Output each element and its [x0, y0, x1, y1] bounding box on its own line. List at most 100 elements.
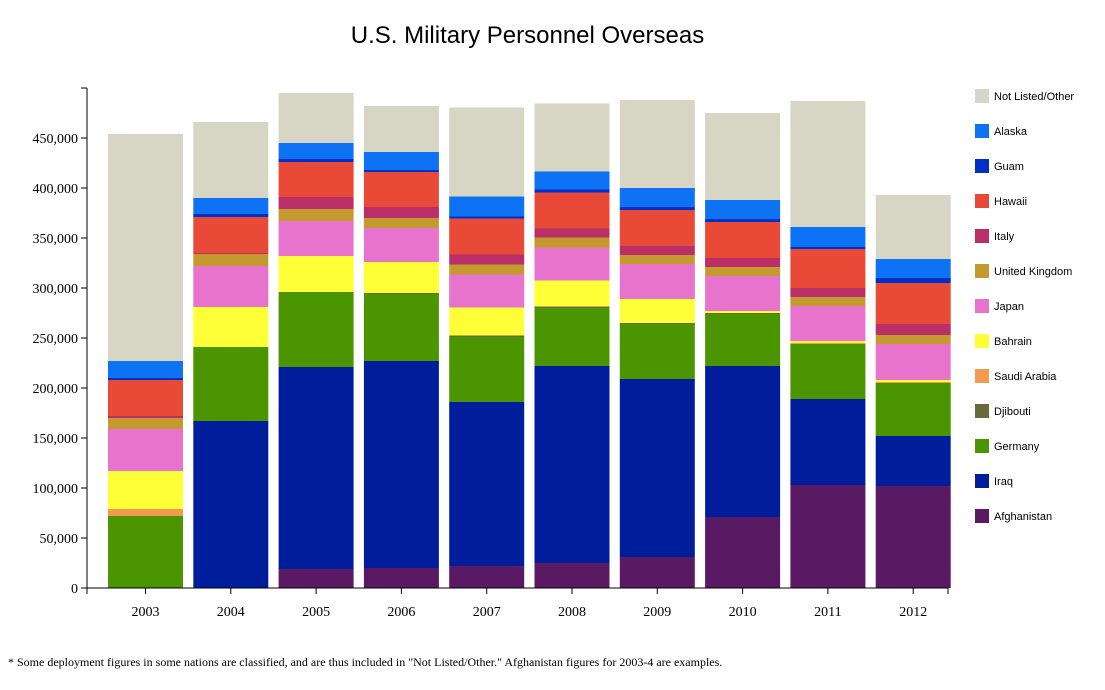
bar-segment-italy-2010 — [705, 258, 781, 267]
bars-group — [108, 93, 951, 588]
bar-segment-united-kingdom-2008 — [534, 237, 610, 248]
legend-label-iraq: Iraq — [994, 476, 1013, 488]
x-tick-label: 2005 — [302, 605, 330, 620]
bar-segment-alaska-2004 — [193, 198, 269, 214]
legend-label-hawaii: Hawaii — [994, 196, 1027, 208]
bar-segment-japan-2010 — [705, 276, 781, 311]
bar-segment-japan-2009 — [619, 264, 695, 299]
bar-segment-bahrain-2008 — [534, 280, 610, 307]
y-tick-label: 200,000 — [33, 382, 79, 397]
bar-segment-hawaii-2006 — [363, 172, 439, 207]
legend-swatch-italy — [975, 229, 989, 243]
bar-segment-italy-2005 — [278, 197, 354, 209]
bar-segment-japan-2012 — [875, 344, 951, 380]
bar-segment-bahrain-2003 — [108, 471, 183, 509]
bar-segment-alaska-2003 — [108, 361, 183, 378]
bar-segment-hawaii-2005 — [278, 162, 354, 197]
bar-segment-afghanistan-2012 — [875, 486, 951, 588]
bar-segment-bahrain-2011 — [790, 341, 866, 343]
bar-segment-alaska-2005 — [278, 143, 354, 159]
bar-segment-guam-2008 — [534, 189, 610, 193]
bar-segment-djibouti-2008 — [534, 306, 610, 308]
legend-swatch-bahrain — [975, 334, 989, 348]
bar-segment-iraq-2011 — [790, 399, 866, 485]
bar-segment-guam-2007 — [449, 216, 525, 219]
x-tick-label: 2012 — [899, 605, 927, 620]
legend-swatch-hawaii — [975, 194, 989, 208]
legend-swatch-germany — [975, 439, 989, 453]
bar-segment-guam-2011 — [790, 247, 866, 249]
bar-segment-bahrain-2010 — [705, 311, 781, 313]
bar-segment-guam-2009 — [619, 207, 695, 210]
bar-segment-iraq-2006 — [363, 361, 439, 568]
x-tick-label: 2003 — [132, 605, 160, 620]
x-axis: 2003 2004 2005 2006 2007 2008 2009 2010 2011 2012 — [86, 587, 949, 620]
bar-segment-not-listed-other-2009 — [619, 100, 695, 188]
x-tick-label: 2009 — [643, 605, 671, 620]
bar-segment-afghanistan-2008 — [534, 563, 610, 588]
bar-segment-iraq-2008 — [534, 366, 610, 563]
bar-segment-guam-2005 — [278, 159, 354, 162]
bar-segment-not-listed-other-2012 — [875, 195, 951, 259]
y-tick-label: 250,000 — [33, 332, 79, 347]
legend-swatch-not-listed-other — [975, 89, 989, 103]
bar-segment-guam-2010 — [705, 219, 781, 222]
bar-segment-not-listed-other-2005 — [278, 93, 354, 143]
bar-segment-germany-2012 — [875, 383, 951, 436]
footnote: * Some deployment figures in some nation… — [8, 655, 723, 669]
bar-segment-iraq-2012 — [875, 436, 951, 486]
bar-segment-united-kingdom-2011 — [790, 297, 866, 306]
bar-segment-hawaii-2008 — [534, 192, 610, 229]
legend-label-united-kingdom: United Kingdom — [994, 266, 1072, 278]
bar-segment-japan-2003 — [108, 429, 183, 471]
bar-segment-germany-2009 — [619, 324, 695, 379]
bar-segment-guam-2004 — [193, 214, 269, 217]
bar-segment-guam-2006 — [363, 170, 439, 172]
bar-segment-bahrain-2004 — [193, 307, 269, 347]
bar-segment-alaska-2007 — [449, 196, 525, 217]
y-tick-label: 450,000 — [33, 132, 79, 147]
legend-swatch-afghanistan — [975, 509, 989, 523]
bar-segment-italy-2011 — [790, 288, 866, 297]
legend-label-italy: Italy — [994, 231, 1015, 243]
legend-swatch-guam — [975, 159, 989, 173]
bar-segment-germany-2006 — [363, 294, 439, 361]
x-tick-label: 2006 — [387, 605, 415, 620]
bar-segment-italy-2004 — [193, 253, 269, 254]
bar-segment-italy-2009 — [619, 246, 695, 255]
bar-segment-bahrain-2005 — [278, 256, 354, 292]
bar-segment-united-kingdom-2010 — [705, 267, 781, 276]
bar-segment-not-listed-other-2004 — [193, 122, 269, 198]
legend-label-not-listed-other: Not Listed/Other — [994, 91, 1074, 103]
x-tick-label: 2010 — [729, 605, 757, 620]
y-tick-label: 100,000 — [33, 482, 79, 497]
bar-segment-afghanistan-2007 — [449, 566, 525, 588]
bar-segment-italy-2012 — [875, 324, 951, 335]
bar-segment-afghanistan-2006 — [363, 568, 439, 588]
bar-segment-alaska-2011 — [790, 227, 866, 247]
bar-segment-not-listed-other-2008 — [534, 103, 610, 172]
bar-segment-guam-2012 — [875, 278, 951, 283]
legend-label-afghanistan: Afghanistan — [994, 511, 1052, 523]
bar-segment-germany-2007 — [449, 337, 525, 402]
bar-segment-saudi-arabia-2011 — [790, 343, 866, 344]
bar-segment-germany-2008 — [534, 308, 610, 366]
bar-segment-saudi-arabia-2003 — [108, 509, 183, 516]
bar-segment-not-listed-other-2007 — [449, 107, 525, 197]
bar-segment-bahrain-2012 — [875, 380, 951, 382]
bar-segment-united-kingdom-2004 — [193, 254, 269, 266]
bar-segment-saudi-arabia-2012 — [875, 382, 951, 383]
x-tick-label: 2004 — [217, 605, 245, 620]
bar-segment-alaska-2006 — [363, 152, 439, 170]
legend-label-japan: Japan — [994, 301, 1024, 313]
bar-segment-japan-2006 — [363, 228, 439, 262]
x-tick-label: 2011 — [814, 605, 841, 620]
bar-segment-iraq-2005 — [278, 367, 354, 569]
bar-segment-afghanistan-2009 — [619, 557, 695, 588]
bar-segment-hawaii-2007 — [449, 218, 525, 255]
bar-segment-bahrain-2006 — [363, 262, 439, 293]
legend-label-djibouti: Djibouti — [994, 406, 1031, 418]
x-tick-label: 2008 — [558, 605, 586, 620]
legend-label-germany: Germany — [994, 441, 1040, 453]
bar-segment-japan-2007 — [449, 274, 525, 308]
